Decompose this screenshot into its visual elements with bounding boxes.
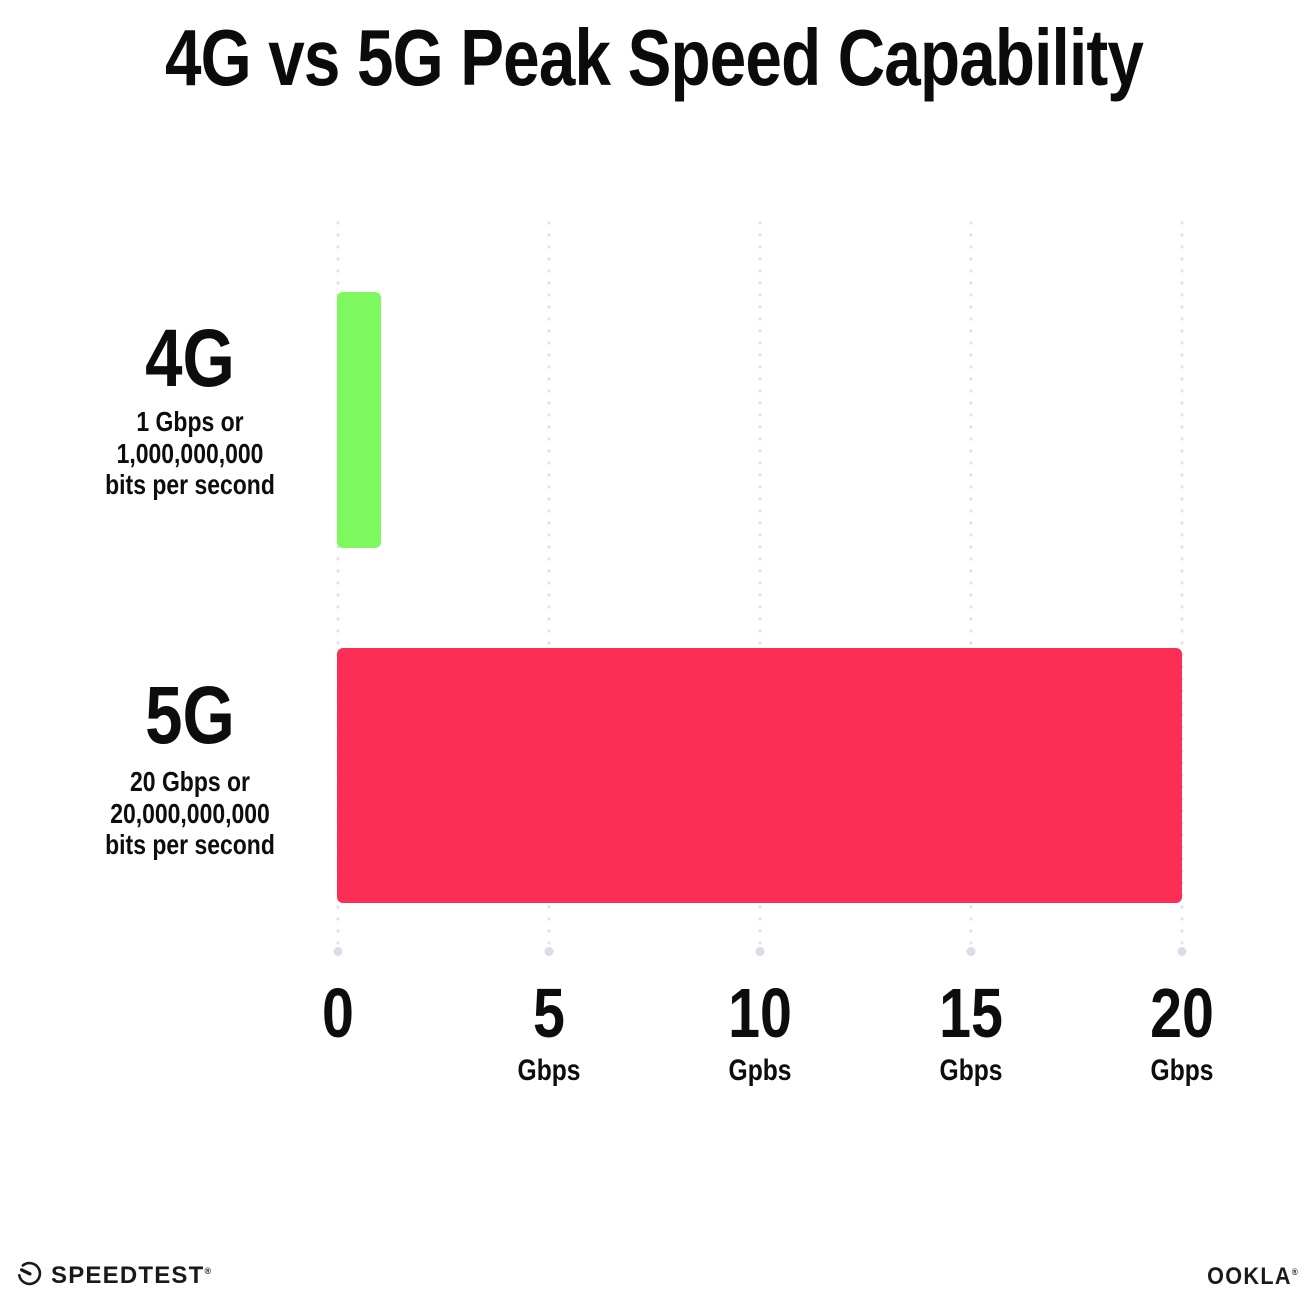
x-tick-20: 20 Gbps bbox=[1072, 978, 1292, 1086]
speedtest-logo: SPEEDTEST® bbox=[16, 1258, 211, 1289]
sublabel-line: 20 Gbps or bbox=[130, 766, 250, 797]
category-sublabel-5g: 20 Gbps or 20,000,000,000 bits per secon… bbox=[57, 766, 323, 861]
speedtest-gauge-icon bbox=[16, 1260, 43, 1287]
ookla-label: OOKLA bbox=[1207, 1263, 1293, 1290]
x-tick-15: 15 Gbps bbox=[861, 978, 1081, 1086]
x-tick-value: 10 bbox=[728, 974, 792, 1052]
speedtest-wordmark: SPEEDTEST® bbox=[51, 1258, 211, 1289]
sublabel-line: 1,000,000,000 bbox=[116, 437, 264, 469]
gridline-10gbps bbox=[758, 221, 762, 947]
gridline-20gbps bbox=[1180, 221, 1184, 947]
sublabel-line: bits per second bbox=[105, 829, 275, 860]
category-label-4g: 4G bbox=[145, 313, 235, 404]
x-tick-unit: Gbps bbox=[517, 1054, 581, 1087]
category-label-5g: 5G bbox=[145, 670, 235, 761]
sublabel-line: 1 Gbps or bbox=[136, 406, 244, 437]
x-tick-value: 0 bbox=[322, 974, 354, 1052]
x-tick-value: 20 bbox=[1150, 974, 1214, 1052]
speedtest-trademark: ® bbox=[204, 1266, 212, 1276]
category-sublabel-4g: 1 Gbps or 1,000,000,000 bits per second bbox=[57, 406, 323, 501]
speedtest-label: SPEEDTEST bbox=[51, 1262, 205, 1289]
ookla-logo: OOKLA® bbox=[1207, 1260, 1298, 1289]
bar-4g bbox=[337, 292, 381, 548]
x-tick-10: 10 Gpbs bbox=[650, 978, 870, 1086]
gridline-5gbps bbox=[547, 221, 551, 947]
x-tick-0: 0 bbox=[228, 978, 448, 1056]
ookla-trademark: ® bbox=[1292, 1267, 1298, 1277]
x-tick-unit: Gbps bbox=[939, 1054, 1003, 1087]
gridline-15gbps bbox=[969, 221, 973, 947]
x-tick-value: 5 bbox=[533, 974, 565, 1052]
x-tick-5: 5 Gbps bbox=[439, 978, 659, 1086]
x-tick-unit: Gpbs bbox=[728, 1054, 792, 1087]
sublabel-line: 20,000,000,000 bbox=[110, 797, 270, 829]
gridline-0gbps bbox=[336, 221, 340, 947]
x-tick-value: 15 bbox=[939, 974, 1003, 1052]
chart-title: 4G vs 5G Peak Speed Capability bbox=[164, 13, 1144, 102]
sublabel-line: bits per second bbox=[105, 469, 275, 500]
x-tick-unit: Gbps bbox=[1150, 1054, 1214, 1087]
bar-5g bbox=[337, 648, 1182, 903]
